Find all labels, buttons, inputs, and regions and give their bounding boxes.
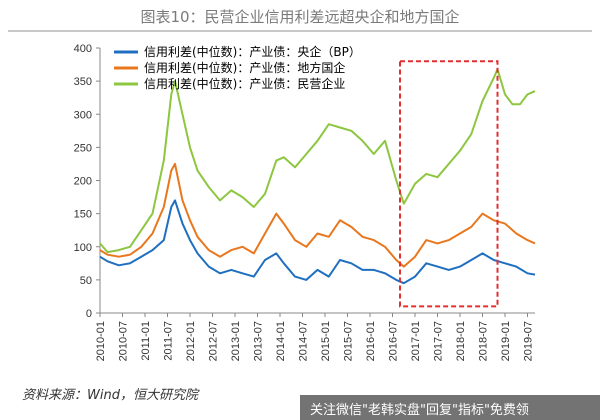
series-line-2 (99, 162, 536, 268)
x-tick-label: 2010-07 (118, 321, 130, 361)
x-tick-label: 2010-01 (95, 321, 107, 361)
x-tick-label: 2018-01 (455, 321, 467, 361)
legend-label-2: 信用利差(中位数)：产业债：地方国企 (144, 60, 345, 75)
y-tick-label: 400 (74, 43, 92, 55)
x-tick-label: 2013-07 (253, 321, 265, 361)
x-tick-label: 2012-07 (208, 321, 220, 361)
x-tick-label: 2017-07 (433, 321, 445, 361)
x-tick-label: 2019-07 (523, 321, 535, 361)
series-line-1 (99, 199, 536, 285)
x-tick-label: 2017-01 (410, 321, 422, 361)
y-tick-label: 350 (74, 76, 92, 88)
x-tick-label: 2011-01 (140, 321, 152, 361)
y-tick-label: 50 (80, 275, 92, 287)
y-tick-label: 300 (74, 109, 92, 121)
y-tick-label: 100 (74, 242, 92, 254)
x-tick-label: 2012-01 (185, 321, 197, 361)
y-tick-label: 0 (86, 308, 92, 320)
y-tick-label: 150 (74, 209, 92, 221)
legend-label-1: 信用利差(中位数)：产业债：央企（BP） (144, 44, 361, 59)
x-tick-label: 2015-07 (343, 321, 355, 361)
highlight-box (399, 60, 499, 308)
x-tick-label: 2016-01 (365, 321, 377, 361)
x-tick-label: 2018-07 (478, 321, 490, 361)
y-tick-label: 250 (74, 142, 92, 154)
x-tick-label: 2019-01 (500, 321, 512, 361)
watermark-text: 关注微信"老韩实盘"回复"指标"免费领 (310, 403, 529, 418)
chart-title: 图表10：民营企业信用利差远超央企和地方国企 (140, 8, 460, 26)
source-note: 资料来源：Wind，恒大研究院 (22, 388, 198, 403)
series-line-3 (99, 68, 536, 254)
x-tick-label: 2014-07 (298, 321, 310, 361)
watermark-banner: 关注微信"老韩实盘"回复"指标"免费领 (300, 395, 600, 420)
x-tick-label: 2013-01 (230, 321, 242, 361)
legend-label-3: 信用利差(中位数)：产业债：民营企业 (144, 76, 345, 91)
x-tick-label: 2014-01 (275, 321, 287, 361)
x-tick-label: 2011-07 (163, 321, 175, 361)
y-tick-label: 200 (74, 176, 92, 188)
x-tick-label: 2016-07 (388, 321, 400, 361)
title-rule (8, 30, 592, 32)
x-tick-label: 2015-01 (320, 321, 332, 361)
